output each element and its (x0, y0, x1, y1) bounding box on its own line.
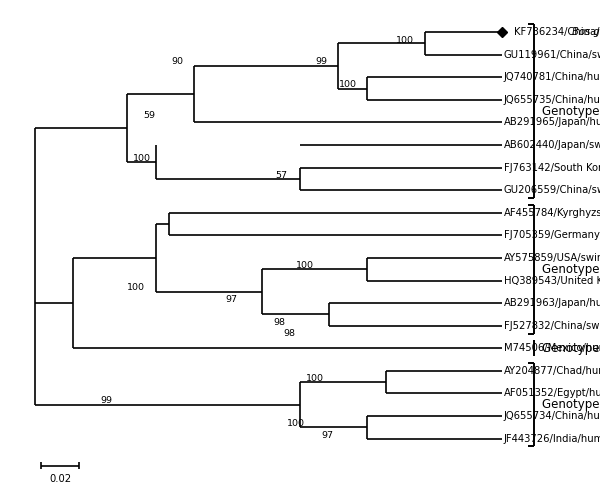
Text: 99: 99 (101, 396, 113, 404)
Text: 100: 100 (396, 36, 414, 45)
Text: 59: 59 (143, 111, 155, 120)
Text: AF051352/Egypt/human: AF051352/Egypt/human (504, 388, 600, 398)
Text: 99: 99 (316, 57, 328, 66)
Text: 100: 100 (287, 419, 305, 428)
Text: 97: 97 (226, 295, 238, 304)
Text: 100: 100 (306, 374, 324, 383)
Text: FJ763142/South Korea/human: FJ763142/South Korea/human (504, 162, 600, 173)
Text: JQ740781/China/human: JQ740781/China/human (504, 72, 600, 82)
Text: KF736234/China/: KF736234/China/ (514, 27, 600, 37)
Text: Genotype 1: Genotype 1 (542, 398, 600, 411)
Text: AB291965/Japan/human: AB291965/Japan/human (504, 118, 600, 128)
Text: Genotype 3: Genotype 3 (542, 263, 600, 276)
Text: 100: 100 (133, 154, 151, 163)
Text: JQ655735/China/human: JQ655735/China/human (504, 95, 600, 105)
Text: FJ527832/China/swine: FJ527832/China/swine (504, 321, 600, 331)
Text: AB291963/Japan/human: AB291963/Japan/human (504, 298, 600, 308)
Text: 100: 100 (127, 283, 145, 292)
Text: 98: 98 (274, 318, 286, 327)
Text: 97: 97 (322, 430, 334, 440)
Text: 0.02: 0.02 (49, 474, 71, 482)
Text: AY204877/Chad/human: AY204877/Chad/human (504, 366, 600, 376)
Text: JQ655734/China/human: JQ655734/China/human (504, 411, 600, 421)
Text: Genotype 2: Genotype 2 (542, 342, 600, 355)
Text: 98: 98 (283, 329, 295, 338)
Text: JF443726/India/human: JF443726/India/human (504, 433, 600, 443)
Text: AY575859/USA/swine: AY575859/USA/swine (504, 253, 600, 263)
Text: Bos grunniens: Bos grunniens (572, 27, 600, 37)
Text: GU119961/China/swine: GU119961/China/swine (504, 50, 600, 60)
Text: 100: 100 (296, 261, 314, 270)
Text: Genotype 4: Genotype 4 (542, 105, 600, 118)
Text: AB602440/Japan/swine: AB602440/Japan/swine (504, 140, 600, 150)
Text: AF455784/Kyrghyzstan/swine: AF455784/Kyrghyzstan/swine (504, 208, 600, 218)
Text: HQ389543/United Kindom/human: HQ389543/United Kindom/human (504, 276, 600, 285)
Text: M74506/Mexico/human: M74506/Mexico/human (504, 343, 600, 353)
Text: GU206559/China/swine: GU206559/China/swine (504, 185, 600, 195)
Text: FJ705359/Germany/wild boar: FJ705359/Germany/wild boar (504, 230, 600, 241)
Text: 90: 90 (172, 57, 184, 66)
Text: 57: 57 (275, 171, 287, 180)
Text: 100: 100 (338, 80, 356, 89)
